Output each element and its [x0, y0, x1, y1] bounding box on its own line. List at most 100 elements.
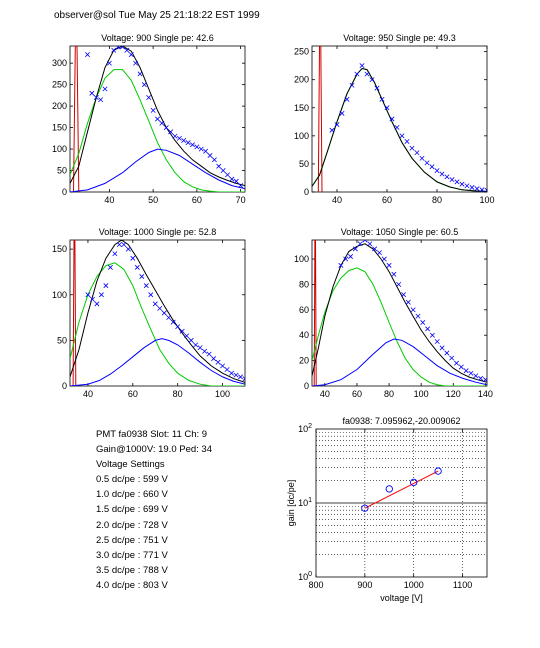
data-point	[468, 370, 474, 376]
data-point	[150, 107, 156, 113]
gain-fit-line	[364, 470, 439, 509]
plot-marks	[70, 46, 245, 192]
data-point	[185, 140, 191, 146]
data-point	[391, 271, 397, 277]
y-tick-label: 20	[299, 356, 309, 366]
data-point	[396, 281, 402, 287]
data-point	[134, 264, 140, 270]
x-tick-label: 70	[236, 195, 246, 205]
x-tick-label: 80	[173, 389, 183, 399]
x-tick-label: 40	[320, 389, 330, 399]
data-point	[146, 95, 152, 101]
x-tick-label: 100	[215, 389, 230, 399]
data-point	[419, 155, 425, 161]
plot-frame	[311, 239, 488, 387]
y-tick-label: 0	[62, 187, 67, 197]
data-point	[220, 168, 226, 174]
data-point	[98, 292, 104, 298]
data-point	[102, 86, 108, 92]
data-point	[372, 246, 378, 252]
data-point	[414, 150, 420, 156]
data-point	[155, 116, 160, 122]
data-point	[172, 133, 178, 139]
x-tick-label: 60	[352, 389, 362, 399]
data-point	[166, 315, 172, 321]
data-point	[224, 367, 230, 373]
y-tick-label: 150	[52, 244, 67, 254]
data-point	[206, 351, 212, 357]
data-point	[94, 301, 100, 307]
data-point	[85, 52, 90, 58]
pmt-line: PMT fa0938 Slot: 11 Ch: 9	[96, 429, 208, 440]
y-tick-label: 100	[294, 254, 309, 264]
data-point	[233, 372, 239, 378]
y-tick-label: 50	[57, 166, 67, 176]
data-point	[128, 52, 134, 58]
data-point	[376, 250, 382, 256]
plot-marks	[361, 467, 442, 512]
data-point	[130, 255, 136, 261]
plot-marks	[312, 240, 487, 386]
data-point	[449, 177, 455, 183]
y-tick-label: 0	[304, 187, 309, 197]
data-point	[381, 256, 387, 262]
tick-base: 10	[298, 424, 308, 434]
data-point	[405, 299, 411, 305]
x-tick-label: 40	[332, 195, 342, 205]
data-point	[463, 368, 469, 374]
data-point	[444, 350, 450, 356]
y-tick-label: 102	[298, 423, 312, 434]
data-point	[439, 345, 445, 351]
y-tick-label: 50	[299, 159, 309, 169]
data-point	[229, 176, 235, 182]
data-point	[121, 242, 127, 248]
data-point	[429, 332, 435, 338]
tick-base: 10	[298, 498, 308, 508]
data-point	[98, 97, 104, 103]
x-tick-label: 80	[432, 195, 442, 205]
tick-base: 10	[298, 572, 308, 582]
data-point	[474, 186, 480, 192]
data-point	[197, 345, 203, 351]
data-point	[233, 178, 239, 184]
multi-pe-curve	[312, 267, 487, 386]
data-point	[238, 374, 243, 380]
data-point	[152, 301, 158, 307]
y-tick-label: 80	[299, 279, 309, 289]
data-point	[459, 181, 465, 187]
data-point	[339, 110, 345, 116]
data-point	[394, 124, 400, 130]
data-point	[181, 137, 187, 143]
y-tick-label: 40	[299, 330, 309, 340]
data-point	[190, 142, 195, 148]
data-point	[354, 71, 360, 77]
data-point	[369, 77, 375, 83]
x-tick-label: 60	[382, 195, 392, 205]
data-point	[454, 360, 459, 366]
data-point	[89, 90, 95, 96]
data-point	[170, 319, 176, 325]
x-tick-label: 800	[308, 580, 323, 590]
data-point	[116, 242, 122, 248]
x-tick-label: 100	[479, 195, 494, 205]
data-point	[329, 127, 335, 133]
data-point	[85, 292, 91, 298]
total-fit-curve	[312, 67, 487, 192]
multi-pe-curve	[312, 67, 487, 192]
gain-line: Gain@1000V: 19.0 Ped: 34	[96, 444, 212, 456]
data-point	[168, 129, 174, 135]
gain-point	[385, 485, 393, 493]
single-pe-curve	[70, 148, 245, 192]
plot-title: fa0938: 7.095962,-20.009062	[342, 416, 460, 426]
plot-title: Voltage: 1000 Single pe: 52.8	[99, 227, 217, 237]
data-point	[379, 96, 385, 102]
y-tick-label: 150	[294, 103, 309, 113]
data-point	[194, 144, 200, 150]
tick-exponent: 2	[308, 423, 312, 430]
data-point	[469, 185, 475, 190]
setting-row: 1.5 dc/pe : 699 V	[96, 504, 168, 516]
x-tick-label: 40	[104, 195, 114, 205]
plot-panel-1: Voltage: 900 Single pe: 42.6 40 50 60 70 0 50 1…	[52, 33, 246, 205]
total-fit-curve	[70, 240, 245, 383]
